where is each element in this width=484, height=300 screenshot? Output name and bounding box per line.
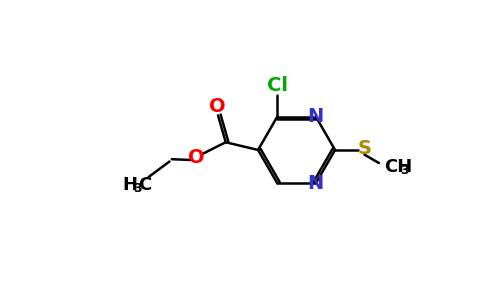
Text: 3: 3 [400,164,408,177]
Text: O: O [209,97,226,116]
Text: CH: CH [384,158,412,176]
Text: C: C [138,176,151,194]
Text: 3: 3 [133,182,141,195]
Text: N: N [308,174,324,193]
Text: H: H [122,176,137,194]
Text: N: N [308,107,324,126]
Text: S: S [357,139,371,158]
Text: Cl: Cl [267,76,288,95]
Text: O: O [188,148,205,167]
